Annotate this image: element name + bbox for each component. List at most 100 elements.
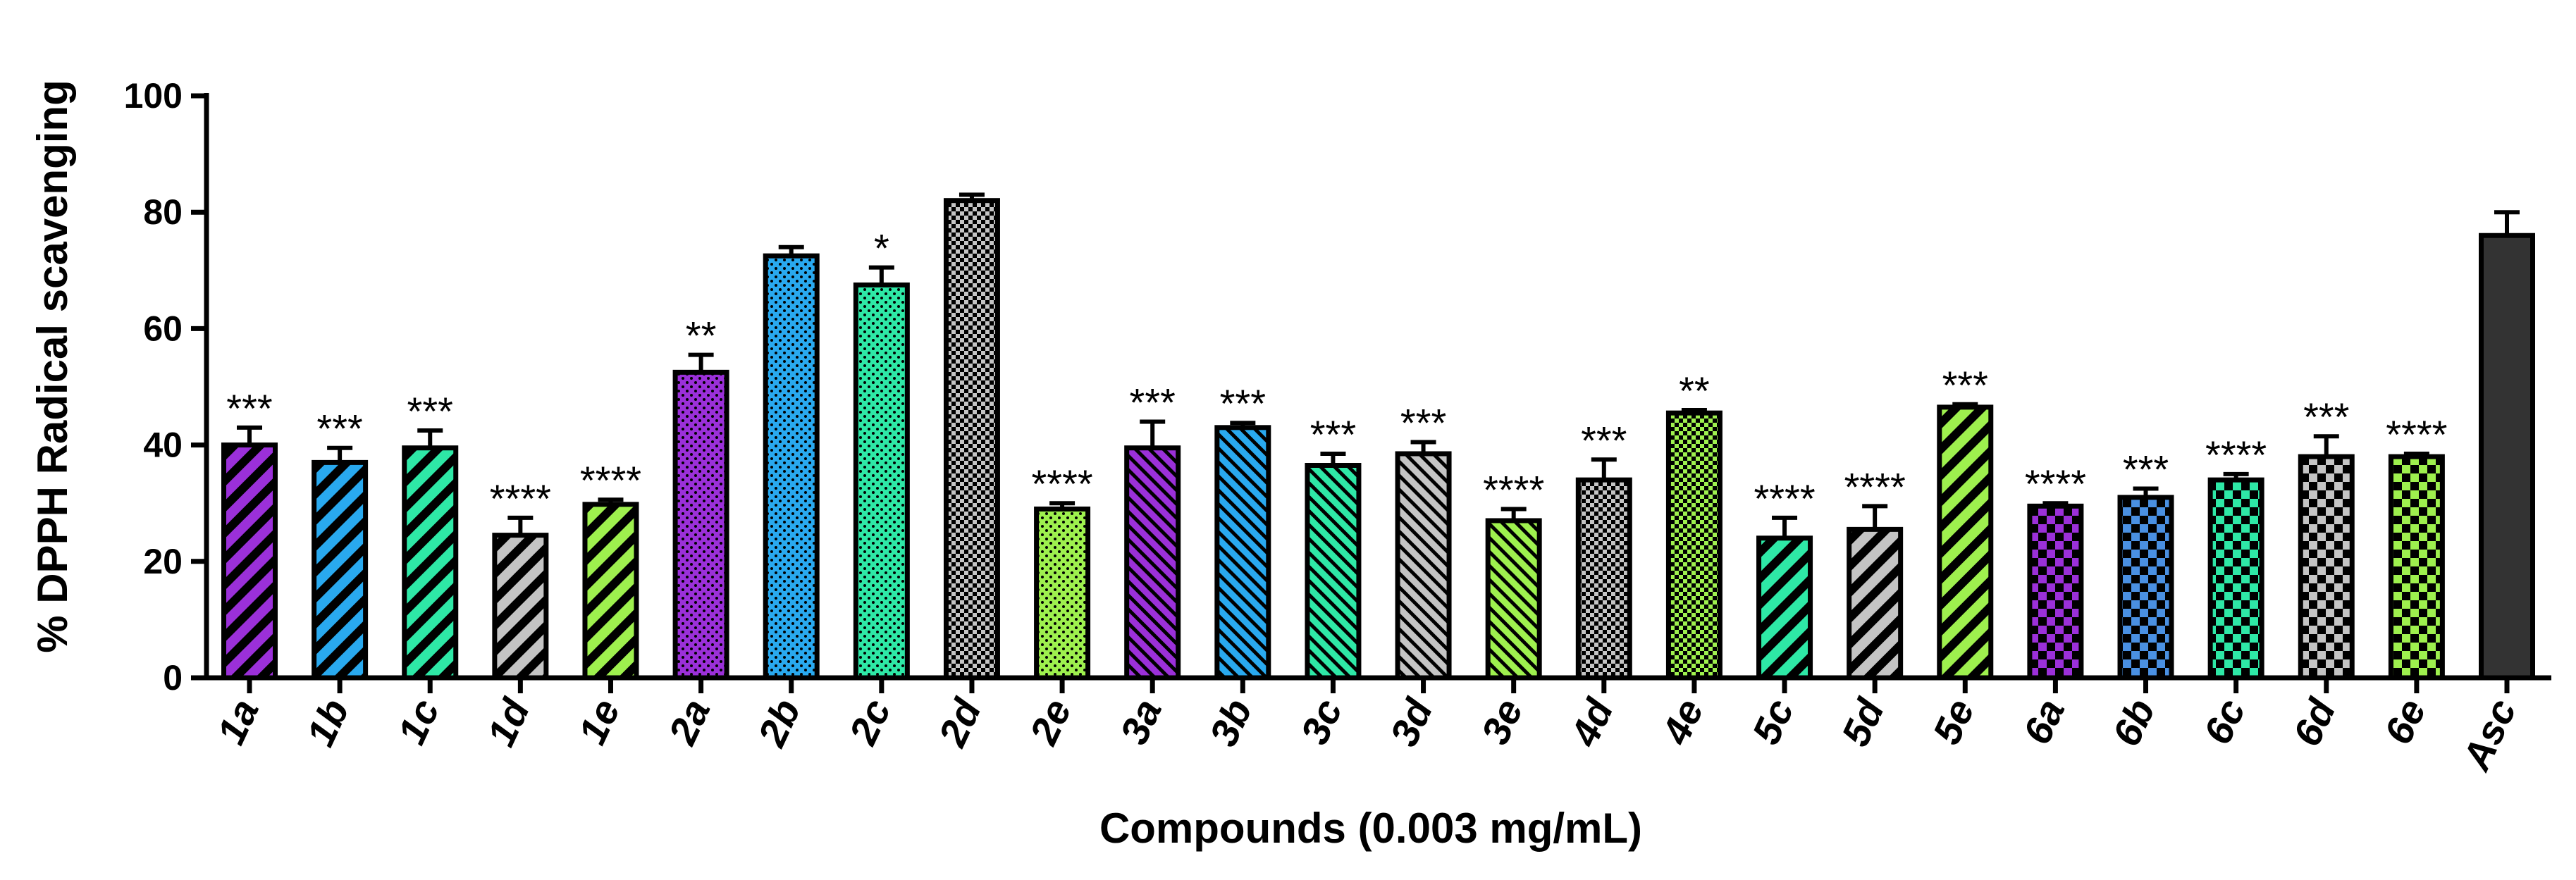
- bar-group-2a: ** 2a: [660, 314, 729, 751]
- x-tick-label-5e: 5e: [1924, 692, 1983, 750]
- x-tick-label-3c: 3c: [1292, 692, 1350, 750]
- bar-2e: [1034, 506, 1091, 681]
- x-tick-label-6d: 6d: [2284, 691, 2344, 752]
- y-tick-label: 100: [124, 76, 183, 116]
- x-tick-label-2b: 2b: [748, 692, 808, 753]
- x-tick-label-Asc: Asc: [2453, 692, 2525, 778]
- bar-2b: [763, 253, 820, 681]
- bar-group-2c: * 2c: [840, 226, 910, 751]
- bar-group-4e: ** 4e: [1653, 368, 1723, 751]
- significance-label-3e: ****: [1483, 467, 1544, 512]
- significance-label-4d: ***: [1581, 418, 1627, 462]
- significance-label-5c: ****: [1754, 476, 1815, 521]
- significance-label-1a: ***: [226, 386, 272, 430]
- bar-group-1a: *** 1a: [208, 386, 278, 751]
- bar-group-1d: **** 1d: [479, 476, 551, 752]
- bar-6b: [2117, 495, 2174, 681]
- significance-label-1c: ***: [407, 389, 453, 433]
- significance-label-6d: ***: [2303, 395, 2349, 439]
- bar-group-1e: **** 1e: [569, 458, 641, 750]
- bar-5e: [1937, 404, 1994, 681]
- x-tick-label-2a: 2a: [660, 692, 719, 751]
- x-tick-label-3e: 3e: [1472, 692, 1531, 750]
- bar-3b: [1214, 425, 1271, 681]
- bar-group-6a: **** 6a: [2014, 461, 2086, 750]
- x-tick-label-6a: 6a: [2014, 692, 2073, 750]
- significance-label-2c: *: [874, 226, 889, 271]
- y-tick-label: 80: [143, 192, 183, 232]
- significance-label-1e: ****: [580, 458, 641, 502]
- bar-3d: [1395, 451, 1452, 681]
- y-axis-title: % DPPH Radical scavenging: [29, 80, 76, 653]
- bar-group-3a: *** 3a: [1111, 380, 1181, 751]
- bar-group-2e: **** 2e: [1021, 461, 1093, 751]
- x-tick-label-5c: 5c: [1743, 692, 1801, 750]
- y-tick-label: 40: [143, 426, 183, 465]
- bar-group-2d: 2d: [930, 192, 1000, 753]
- y-tick-label: 60: [143, 309, 183, 348]
- bar-2a: [672, 369, 729, 681]
- bar-group-3b: *** 3b: [1200, 381, 1271, 752]
- x-tick-label-1a: 1a: [208, 692, 266, 750]
- bar-1e: [582, 502, 639, 681]
- bar-group-6e: **** 6e: [2375, 412, 2447, 751]
- y-axis-ticks: 0 20 40 60 80 100: [124, 76, 207, 698]
- bar-4e: [1665, 410, 1723, 681]
- x-axis-title: Compounds (0.003 mg/mL): [1099, 805, 1642, 852]
- bar-group-3c: *** 3c: [1292, 412, 1362, 751]
- x-tick-label-3d: 3d: [1381, 691, 1441, 752]
- significance-label-6b: ***: [2123, 447, 2169, 492]
- x-tick-label-1b: 1b: [297, 692, 357, 752]
- x-tick-label-3a: 3a: [1111, 692, 1170, 750]
- bar-1c: [402, 445, 459, 681]
- significance-label-1d: ****: [490, 476, 551, 521]
- significance-label-2a: **: [686, 314, 717, 358]
- significance-label-1b: ***: [316, 407, 362, 451]
- significance-label-3d: ***: [1400, 400, 1446, 445]
- x-tick-label-3b: 3b: [1200, 692, 1260, 752]
- bar-6a: [2027, 503, 2084, 681]
- significance-label-3a: ***: [1130, 380, 1176, 425]
- bar-group-1b: *** 1b: [297, 407, 369, 752]
- significance-label-4e: **: [1679, 368, 1710, 413]
- bar-group-6d: *** 6d: [2284, 395, 2355, 752]
- bar-group-5d: **** 5d: [1832, 464, 1905, 752]
- x-tick-label-4e: 4e: [1653, 692, 1712, 751]
- x-tick-label-4d: 4d: [1562, 691, 1622, 753]
- bar-1b: [312, 459, 369, 681]
- bar-group-5c: **** 5c: [1743, 476, 1815, 751]
- x-tick-label-5d: 5d: [1832, 691, 1892, 752]
- bar-group-4d: *** 4d: [1562, 418, 1632, 753]
- bar-5d: [1847, 526, 1904, 681]
- bar-3e: [1485, 518, 1542, 681]
- significance-label-6a: ****: [2025, 461, 2086, 506]
- bar-group-6c: **** 6c: [2195, 433, 2267, 751]
- bar-group-1c: *** 1c: [389, 389, 459, 751]
- bar-1a: [221, 442, 278, 681]
- bar-group-Asc: Asc: [2453, 210, 2535, 778]
- x-tick-label-1c: 1c: [389, 692, 448, 750]
- significance-label-2e: ****: [1031, 461, 1092, 506]
- x-tick-label-6b: 6b: [2104, 692, 2164, 752]
- significance-label-3c: ***: [1310, 412, 1356, 457]
- significance-label-6c: ****: [2205, 433, 2267, 477]
- x-tick-label-1e: 1e: [569, 692, 628, 750]
- bar-5c: [1756, 535, 1813, 681]
- significance-label-3b: ***: [1220, 381, 1266, 426]
- bar-group-5e: *** 5e: [1924, 363, 1994, 751]
- significance-label-5e: ***: [1942, 363, 1988, 407]
- bar-series: *** 1a *** 1b *** 1c **** 1d **** 1e ** 2a 2b * 2c 2d **…: [208, 192, 2535, 778]
- bar-2c: [853, 282, 910, 681]
- significance-label-6e: ****: [2386, 412, 2447, 457]
- bar-6e: [2388, 454, 2445, 681]
- bar-6d: [2298, 454, 2355, 681]
- bar-group-6b: *** 6b: [2104, 447, 2174, 752]
- bar-4d: [1575, 477, 1632, 681]
- x-tick-label-1d: 1d: [479, 691, 538, 752]
- bar-6c: [2207, 477, 2264, 681]
- x-tick-label-2e: 2e: [1021, 692, 1080, 751]
- bar-2d: [943, 198, 1000, 681]
- x-tick-label-6c: 6c: [2195, 692, 2253, 750]
- x-tick-label-2d: 2d: [930, 691, 990, 753]
